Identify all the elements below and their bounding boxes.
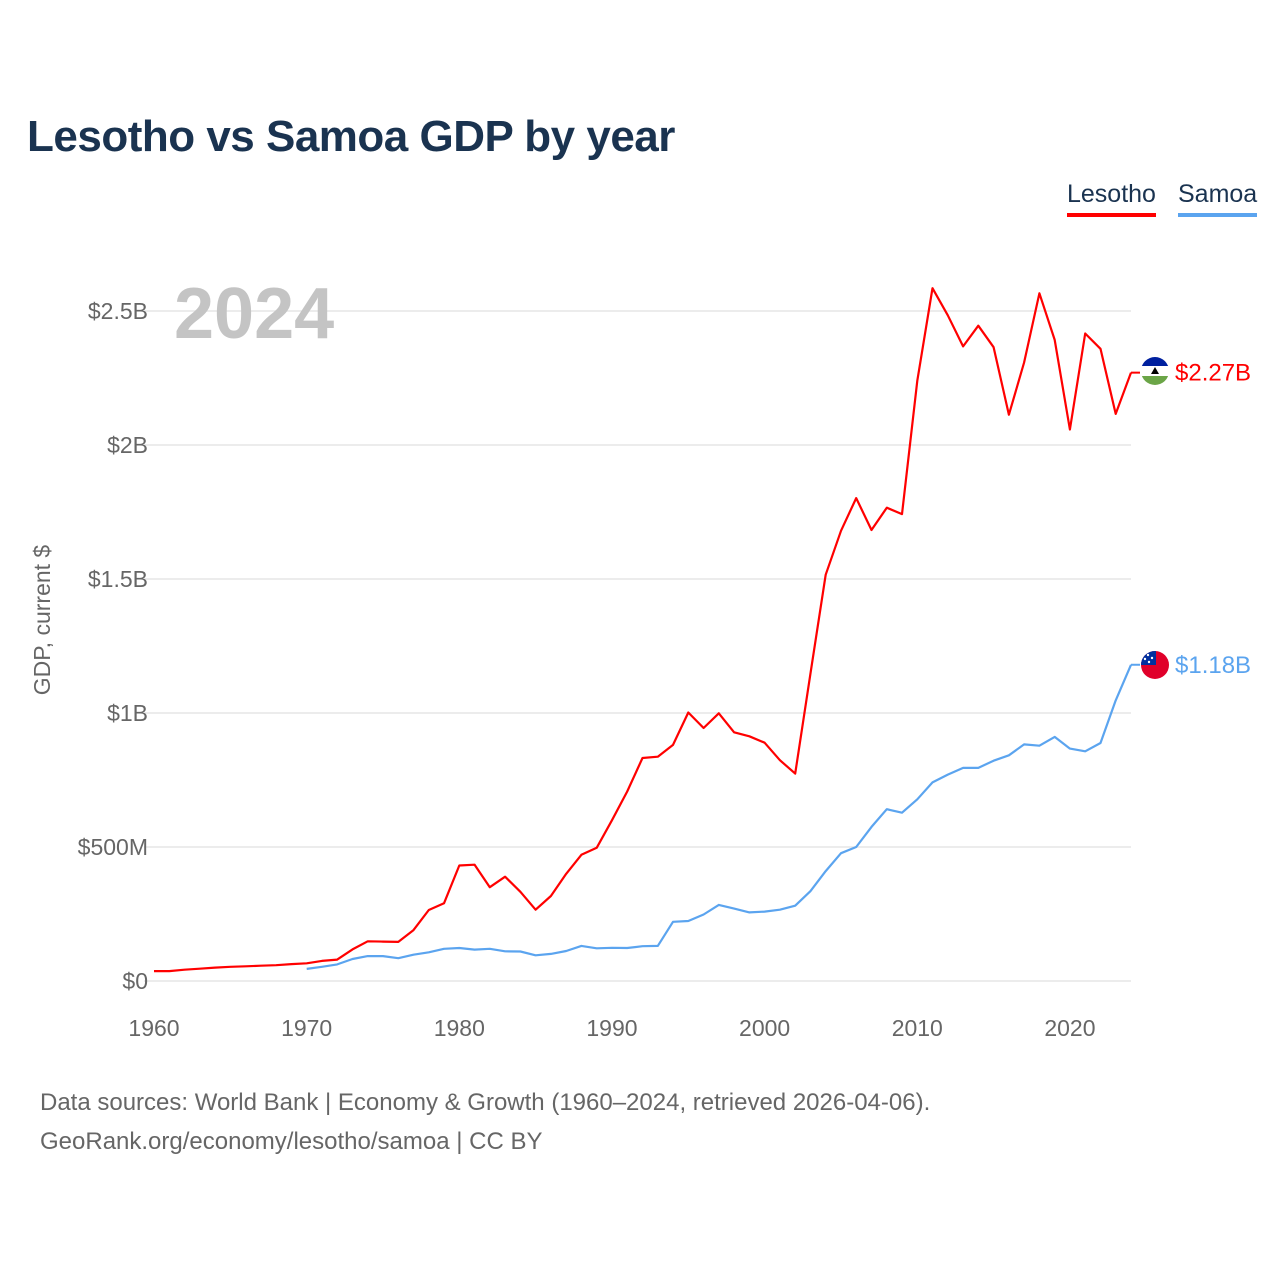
x-tick-label: 1980 [434, 1015, 485, 1041]
y-tick-label: $2B [107, 432, 148, 458]
y-tick-label: $0 [122, 968, 148, 994]
x-tick-label: 2000 [739, 1015, 790, 1041]
x-tick-label: 2010 [892, 1015, 943, 1041]
series-line-samoa [306, 664, 1133, 970]
legend-samoa[interactable]: Samoa [1178, 180, 1258, 217]
source-note: Data sources: World Bank | Economy & Gro… [40, 1083, 930, 1161]
y-tick-label: $500M [78, 834, 148, 860]
lesotho-flag-icon [1141, 357, 1169, 385]
source-line-1: Data sources: World Bank | Economy & Gro… [40, 1089, 931, 1116]
x-tick-label: 2020 [1044, 1015, 1095, 1041]
x-tick-label: 1960 [128, 1015, 179, 1041]
legend-lesotho[interactable]: Lesotho [1067, 180, 1156, 217]
end-value-label-lesotho: $2.27B [1175, 360, 1251, 387]
year-overlay: 2024 [174, 274, 334, 354]
samoa-flag-icon [1141, 651, 1169, 679]
y-tick-label: $1.5B [88, 566, 148, 592]
x-tick-label: 1970 [281, 1015, 332, 1041]
x-tick-label: 1990 [586, 1015, 637, 1041]
y-axis-label: GDP, current $ [29, 545, 55, 696]
series-line-lesotho [154, 287, 1133, 973]
source-line-2[interactable]: GeoRank.org/economy/lesotho/samoa | CC B… [40, 1128, 543, 1155]
y-tick-label: $1B [107, 700, 148, 726]
chart-title: Lesotho vs Samoa GDP by year [27, 112, 675, 161]
end-value-label-samoa: $1.18B [1175, 652, 1251, 679]
y-tick-label: $2.5B [88, 298, 148, 324]
